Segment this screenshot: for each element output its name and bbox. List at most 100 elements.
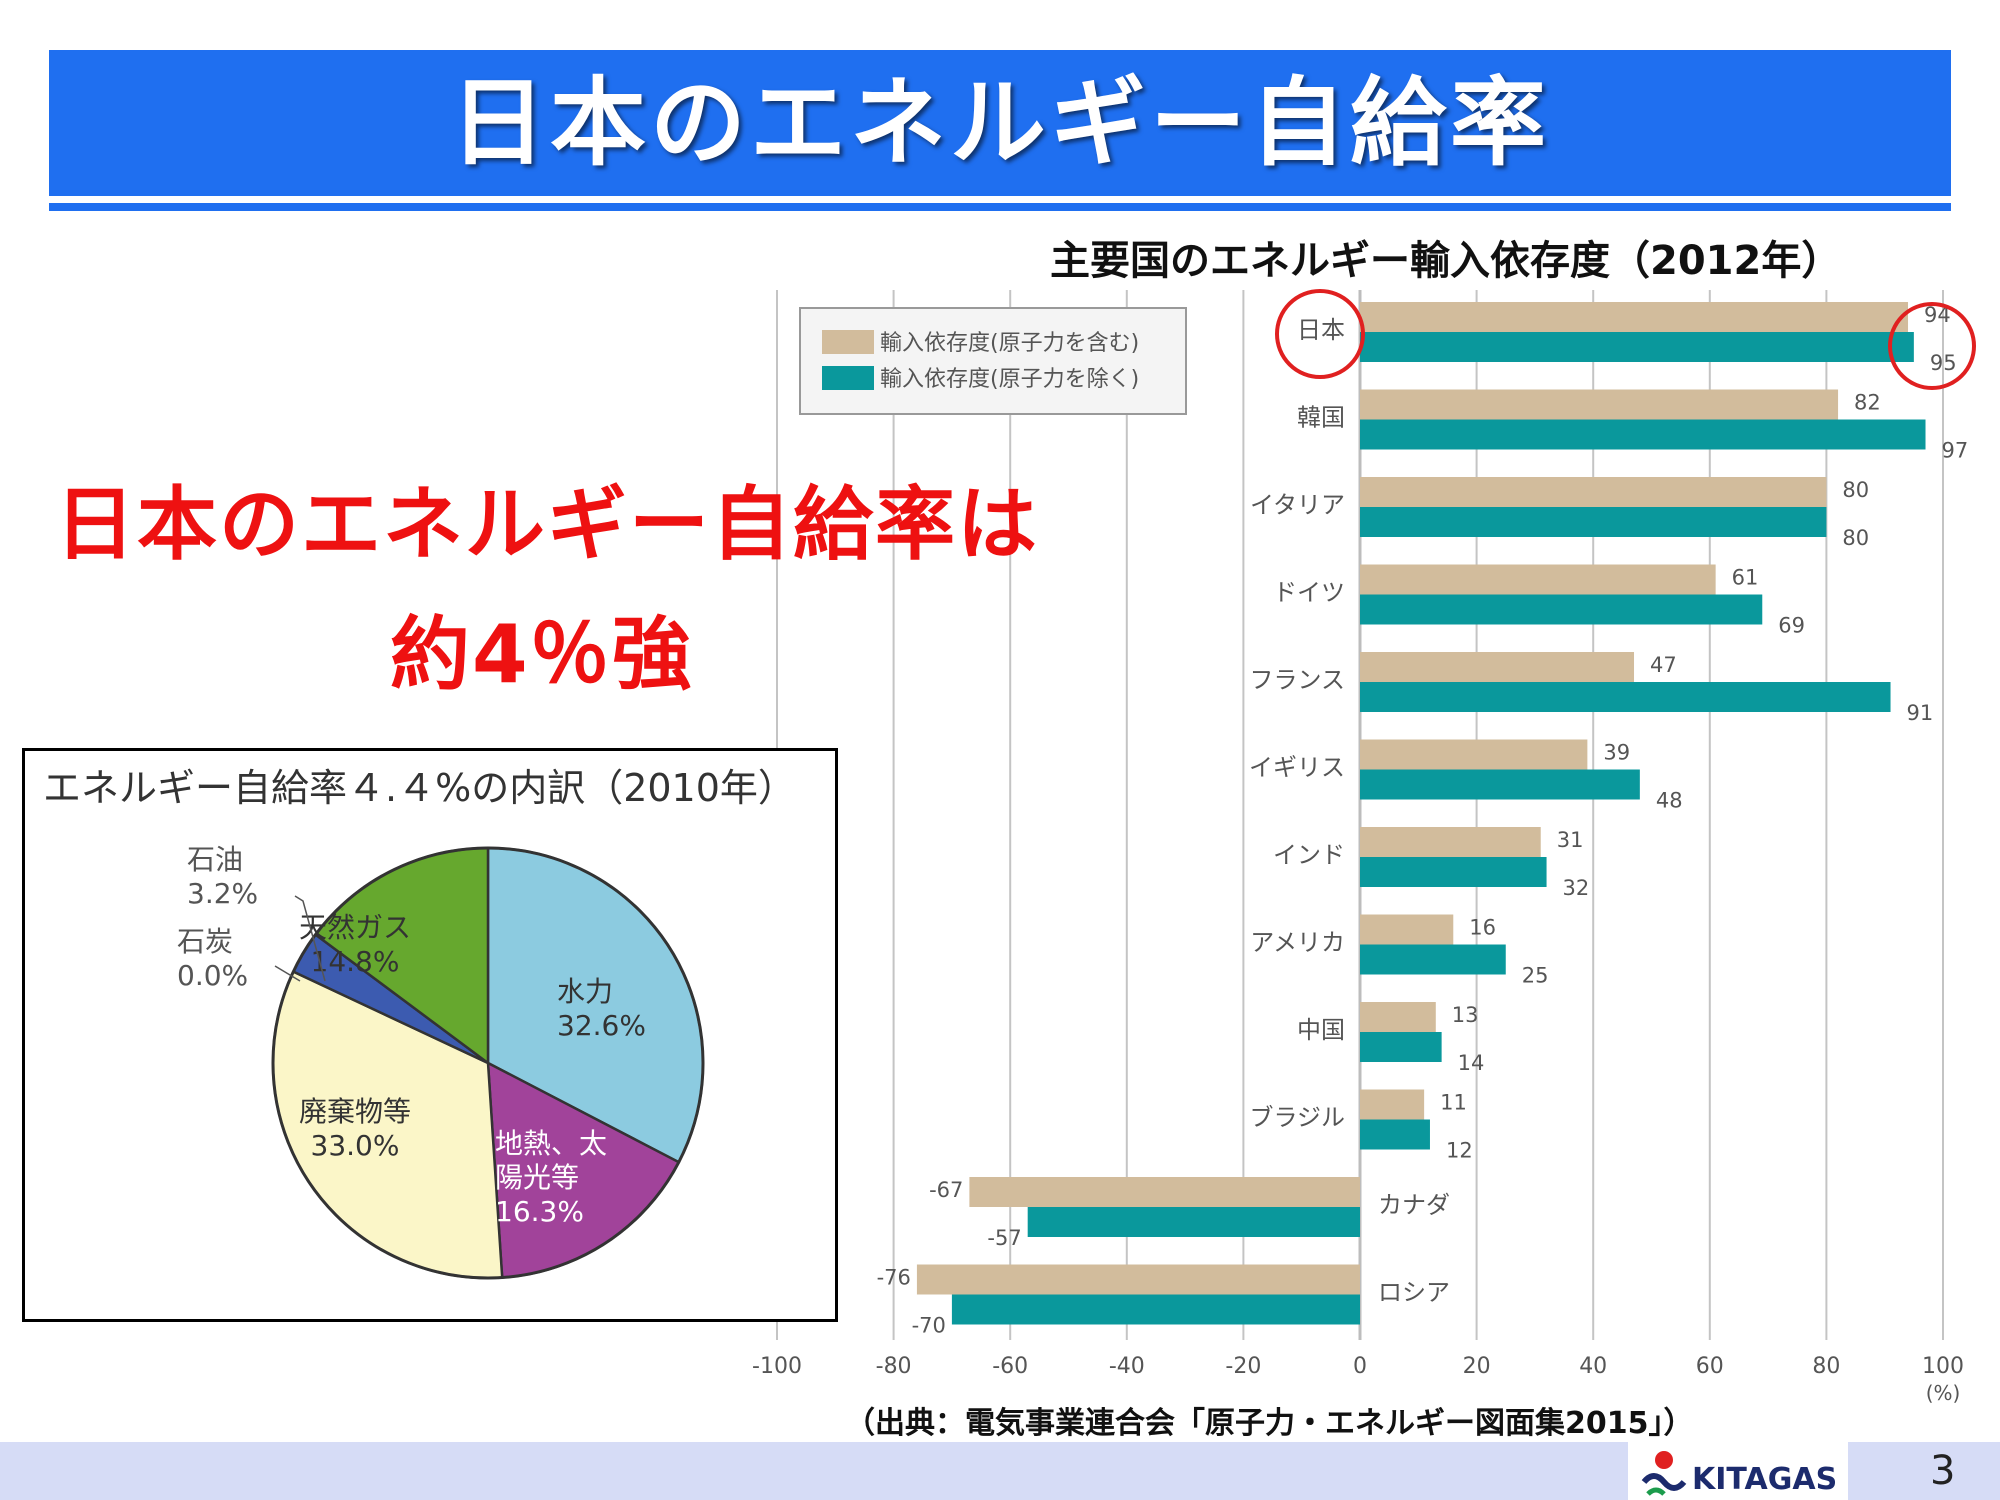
title-bar xyxy=(49,50,1951,196)
bar xyxy=(1360,827,1541,857)
data-label: 48 xyxy=(1656,789,1683,813)
legend-label: 輸入依存度(原子力を除く) xyxy=(880,367,1139,392)
bar xyxy=(1360,1002,1436,1032)
bar xyxy=(1360,564,1716,595)
bar xyxy=(1360,1089,1425,1120)
data-label: -70 xyxy=(912,1314,946,1338)
bar xyxy=(1360,332,1914,362)
bar xyxy=(1360,652,1635,682)
bar xyxy=(1360,682,1891,712)
category-label: ブラジル xyxy=(1249,1104,1345,1132)
page-number: 3 xyxy=(1930,1448,1956,1494)
bar xyxy=(1027,1207,1360,1237)
category-label: アメリカ xyxy=(1250,929,1345,957)
bar-chart: -100 -80 -60 -40 -20 0 20 40 60 80 100(%)9495日本829… xyxy=(752,289,1976,1405)
data-label: 16 xyxy=(1469,916,1496,940)
legend-swatch xyxy=(822,366,874,390)
pie-value-label: 3.2% xyxy=(187,877,258,910)
data-label: 82 xyxy=(1854,391,1881,415)
pie-outline xyxy=(271,846,705,1280)
category-label: イタリア xyxy=(1250,491,1345,519)
data-label: 25 xyxy=(1522,964,1549,988)
bar xyxy=(1360,389,1839,420)
kitagas-logo-icon xyxy=(1641,1451,1687,1496)
legend-box xyxy=(799,307,1187,415)
data-label: 80 xyxy=(1842,478,1869,502)
bar xyxy=(1360,1119,1430,1150)
data-label: 39 xyxy=(1603,741,1630,765)
pie-category-label: 水力 xyxy=(557,975,613,1008)
x-tick-label: -60 xyxy=(992,1354,1028,1379)
data-label: -57 xyxy=(987,1226,1021,1250)
pie-chart-panel: 水力 32.6% 地熱、太 陽光等 16.3% 廃棄物等 33.0% 石炭 0.0% 石油 3.2%… xyxy=(22,748,838,1322)
bar xyxy=(1360,302,1909,332)
data-label: -76 xyxy=(877,1266,911,1290)
category-label: カナダ xyxy=(1378,1191,1450,1219)
pie-chart-title: エネルギー自給率４.４%の内訳（2010年） xyxy=(43,766,796,810)
footer-logo-area xyxy=(1628,1442,1848,1500)
bar xyxy=(1360,944,1506,975)
category-label: ドイツ xyxy=(1273,579,1345,607)
pie-category-label: 石炭 xyxy=(177,925,233,958)
data-label: 91 xyxy=(1907,701,1934,725)
data-label: -67 xyxy=(929,1178,963,1202)
data-label: 97 xyxy=(1942,439,1969,463)
bar xyxy=(1360,507,1827,537)
highlight-circle-category xyxy=(1275,289,1365,379)
pie-category-label: 陽光等 xyxy=(495,1161,579,1194)
bar xyxy=(1360,914,1454,945)
pie-value-label: 16.3% xyxy=(495,1195,584,1228)
bar xyxy=(1360,769,1640,800)
headline-line-2: 約4％強 xyxy=(390,608,694,701)
source-note: （出典：電気事業連合会「原子力・エネルギー図面集2015」） xyxy=(845,1406,1694,1441)
bar xyxy=(969,1177,1360,1207)
page-title: 日本のエネルギー自給率 xyxy=(450,67,1550,179)
x-tick-label: 0 xyxy=(1353,1354,1367,1379)
pie-value-label: 32.6% xyxy=(557,1009,646,1042)
title-underline xyxy=(49,203,1951,211)
pie-category-label: 地熱、太 xyxy=(495,1127,607,1160)
x-tick-label: -20 xyxy=(1225,1354,1261,1379)
bar xyxy=(1360,1032,1442,1062)
data-label: 14 xyxy=(1458,1051,1485,1075)
data-label: 11 xyxy=(1440,1091,1467,1115)
headline-line-1: 日本のエネルギー自給率は xyxy=(55,478,1039,571)
x-unit-label: (%) xyxy=(1926,1381,1961,1405)
x-tick-label: 40 xyxy=(1579,1354,1607,1379)
bar xyxy=(1360,857,1547,887)
category-label: 韓国 xyxy=(1297,404,1345,432)
legend-label: 輸入依存度(原子力を含む) xyxy=(880,331,1139,356)
category-label: 中国 xyxy=(1297,1016,1345,1044)
bar xyxy=(1360,594,1763,625)
category-label: イギリス xyxy=(1249,754,1345,782)
bar xyxy=(1360,739,1588,770)
bar xyxy=(1360,477,1827,507)
data-label: 13 xyxy=(1452,1003,1479,1027)
data-label: 80 xyxy=(1842,526,1869,550)
pie-category-label: 天然ガス xyxy=(299,911,411,944)
bar xyxy=(951,1294,1360,1325)
x-tick-label: -40 xyxy=(1109,1354,1145,1379)
pie-category-label: 廃棄物等 xyxy=(299,1095,411,1128)
data-label: 12 xyxy=(1446,1139,1473,1163)
pie-value-label: 33.0% xyxy=(311,1129,400,1162)
x-tick-label: 80 xyxy=(1812,1354,1840,1379)
data-label: 61 xyxy=(1732,566,1759,590)
bar xyxy=(1360,419,1926,450)
data-label: 69 xyxy=(1778,614,1805,638)
legend-swatch xyxy=(822,330,874,354)
x-tick-label: 100 xyxy=(1922,1354,1964,1379)
category-label: ロシア xyxy=(1378,1279,1450,1307)
leader-line xyxy=(274,965,301,982)
pie-category-label: 石油 xyxy=(187,843,243,876)
x-tick-label: -100 xyxy=(752,1354,802,1379)
leader-line xyxy=(294,895,326,982)
x-tick-label: -80 xyxy=(876,1354,912,1379)
x-tick-label: 20 xyxy=(1463,1354,1491,1379)
bar xyxy=(916,1264,1360,1295)
category-label: フランス xyxy=(1249,666,1345,694)
pie-value-label: 14.8% xyxy=(311,945,400,978)
data-label: 95 xyxy=(1930,351,1957,375)
pie-value-label: 0.0% xyxy=(177,959,248,992)
